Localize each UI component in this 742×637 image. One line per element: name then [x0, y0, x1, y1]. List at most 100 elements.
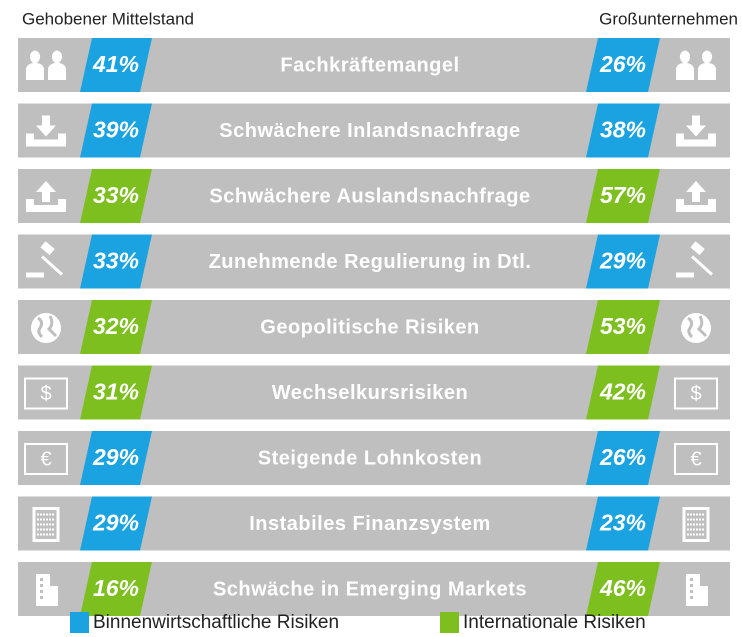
- icon-symbol: $: [40, 383, 51, 405]
- left-badge: [80, 234, 152, 289]
- legend-label: Internationale Risiken: [463, 612, 646, 633]
- icon-shape: [676, 199, 716, 212]
- right-value: 46%: [599, 575, 646, 601]
- icon-shape: [676, 272, 694, 278]
- left-value: 16%: [93, 575, 139, 601]
- icon-shape: [26, 50, 66, 80]
- left-badge: [80, 38, 152, 92]
- icon: $: [674, 377, 718, 410]
- icon-window: [40, 578, 43, 581]
- row-label: Zunehmende Regulierung in Dtl.: [209, 251, 532, 273]
- row-label: Schwächere Inlandsnachfrage: [219, 120, 520, 142]
- right-badge: [586, 103, 660, 158]
- icon-shape: [26, 272, 44, 278]
- icon-shape: [687, 315, 708, 339]
- icon-window: [40, 590, 43, 593]
- icon-shape: [24, 377, 68, 410]
- icon-symbol: €: [690, 448, 701, 470]
- icon-window: [40, 584, 43, 587]
- left-value: 39%: [93, 117, 139, 143]
- header-left: Gehobener Mittelstand: [22, 9, 194, 28]
- icon-symbol: $: [690, 383, 701, 405]
- icon-shape: [40, 255, 64, 276]
- icon: [686, 574, 708, 606]
- left-badge: [80, 103, 152, 158]
- icon: $: [24, 377, 68, 410]
- row-label: Fachkräftemangel: [280, 54, 459, 76]
- icon-shape: [36, 115, 56, 137]
- left-badge: [80, 365, 152, 420]
- left-value: 31%: [93, 379, 139, 405]
- icon-shape: [26, 133, 66, 147]
- right-value: 57%: [600, 182, 646, 208]
- right-value: 29%: [599, 248, 646, 274]
- icon: [26, 115, 66, 147]
- icon-shape: [676, 50, 716, 80]
- icon-shape: [32, 507, 60, 542]
- icon-shape: [26, 199, 66, 212]
- icon: [676, 50, 716, 80]
- left-value: 29%: [92, 510, 139, 536]
- icon-shape: [681, 313, 711, 343]
- left-badge: [80, 562, 152, 616]
- row-label: Schwäche in Emerging Markets: [213, 578, 527, 600]
- right-badge: [586, 38, 660, 92]
- row-label: Steigende Lohnkosten: [258, 447, 482, 469]
- right-badge: [586, 431, 660, 485]
- icon-shape: [686, 181, 706, 202]
- icon-window: [690, 596, 693, 599]
- icon: [26, 50, 66, 80]
- header-right: Großunternehmen: [599, 9, 738, 28]
- legend-swatch: [440, 612, 459, 633]
- row-label: Wechselkursrisiken: [272, 382, 469, 404]
- icon-shape: [674, 443, 718, 475]
- icon-shape: [36, 181, 56, 202]
- right-badge: [586, 365, 660, 420]
- icon-shape: [682, 507, 710, 542]
- icon: €: [674, 443, 718, 475]
- icon: [32, 507, 60, 542]
- right-value: 23%: [599, 510, 646, 536]
- row-label: Geopolitische Risiken: [260, 316, 479, 338]
- icon: [676, 115, 716, 147]
- legend-swatch: [70, 612, 89, 633]
- icon: [681, 313, 711, 343]
- left-badge: [80, 431, 152, 485]
- icon: [36, 574, 58, 606]
- right-value: 42%: [599, 379, 646, 405]
- left-badge: [80, 496, 152, 551]
- legend-label: Binnenwirtschaftliche Risiken: [93, 612, 339, 633]
- icon: [26, 181, 66, 212]
- icon-shape: [690, 241, 705, 256]
- right-value: 26%: [599, 444, 646, 470]
- icon-shape: [37, 315, 58, 339]
- left-badge: [80, 169, 152, 223]
- icon-window: [690, 578, 693, 581]
- icon-window: [40, 596, 43, 599]
- icon-shape: [24, 443, 68, 475]
- left-value: 41%: [92, 51, 139, 77]
- right-badge: [586, 300, 660, 354]
- icon-window: [690, 584, 693, 587]
- right-value: 38%: [600, 117, 646, 143]
- icon: [682, 507, 710, 542]
- right-value: 26%: [599, 51, 646, 77]
- icon: [676, 241, 714, 278]
- left-value: 32%: [93, 313, 139, 339]
- icon: [31, 313, 61, 343]
- icon-window: [690, 590, 693, 593]
- icon-shape: [690, 255, 714, 276]
- icon-shape: [40, 241, 55, 256]
- icon-symbol: €: [40, 448, 51, 470]
- right-badge: [586, 496, 660, 551]
- icon: [676, 181, 716, 212]
- left-value: 33%: [93, 182, 139, 208]
- left-value: 29%: [92, 444, 139, 470]
- icon-shape: [31, 313, 61, 343]
- row-label: Schwächere Auslandsnachfrage: [209, 185, 530, 207]
- right-badge: [586, 562, 660, 616]
- icon-shape: [686, 115, 706, 137]
- left-value: 33%: [93, 248, 139, 274]
- left-badge: [80, 300, 152, 354]
